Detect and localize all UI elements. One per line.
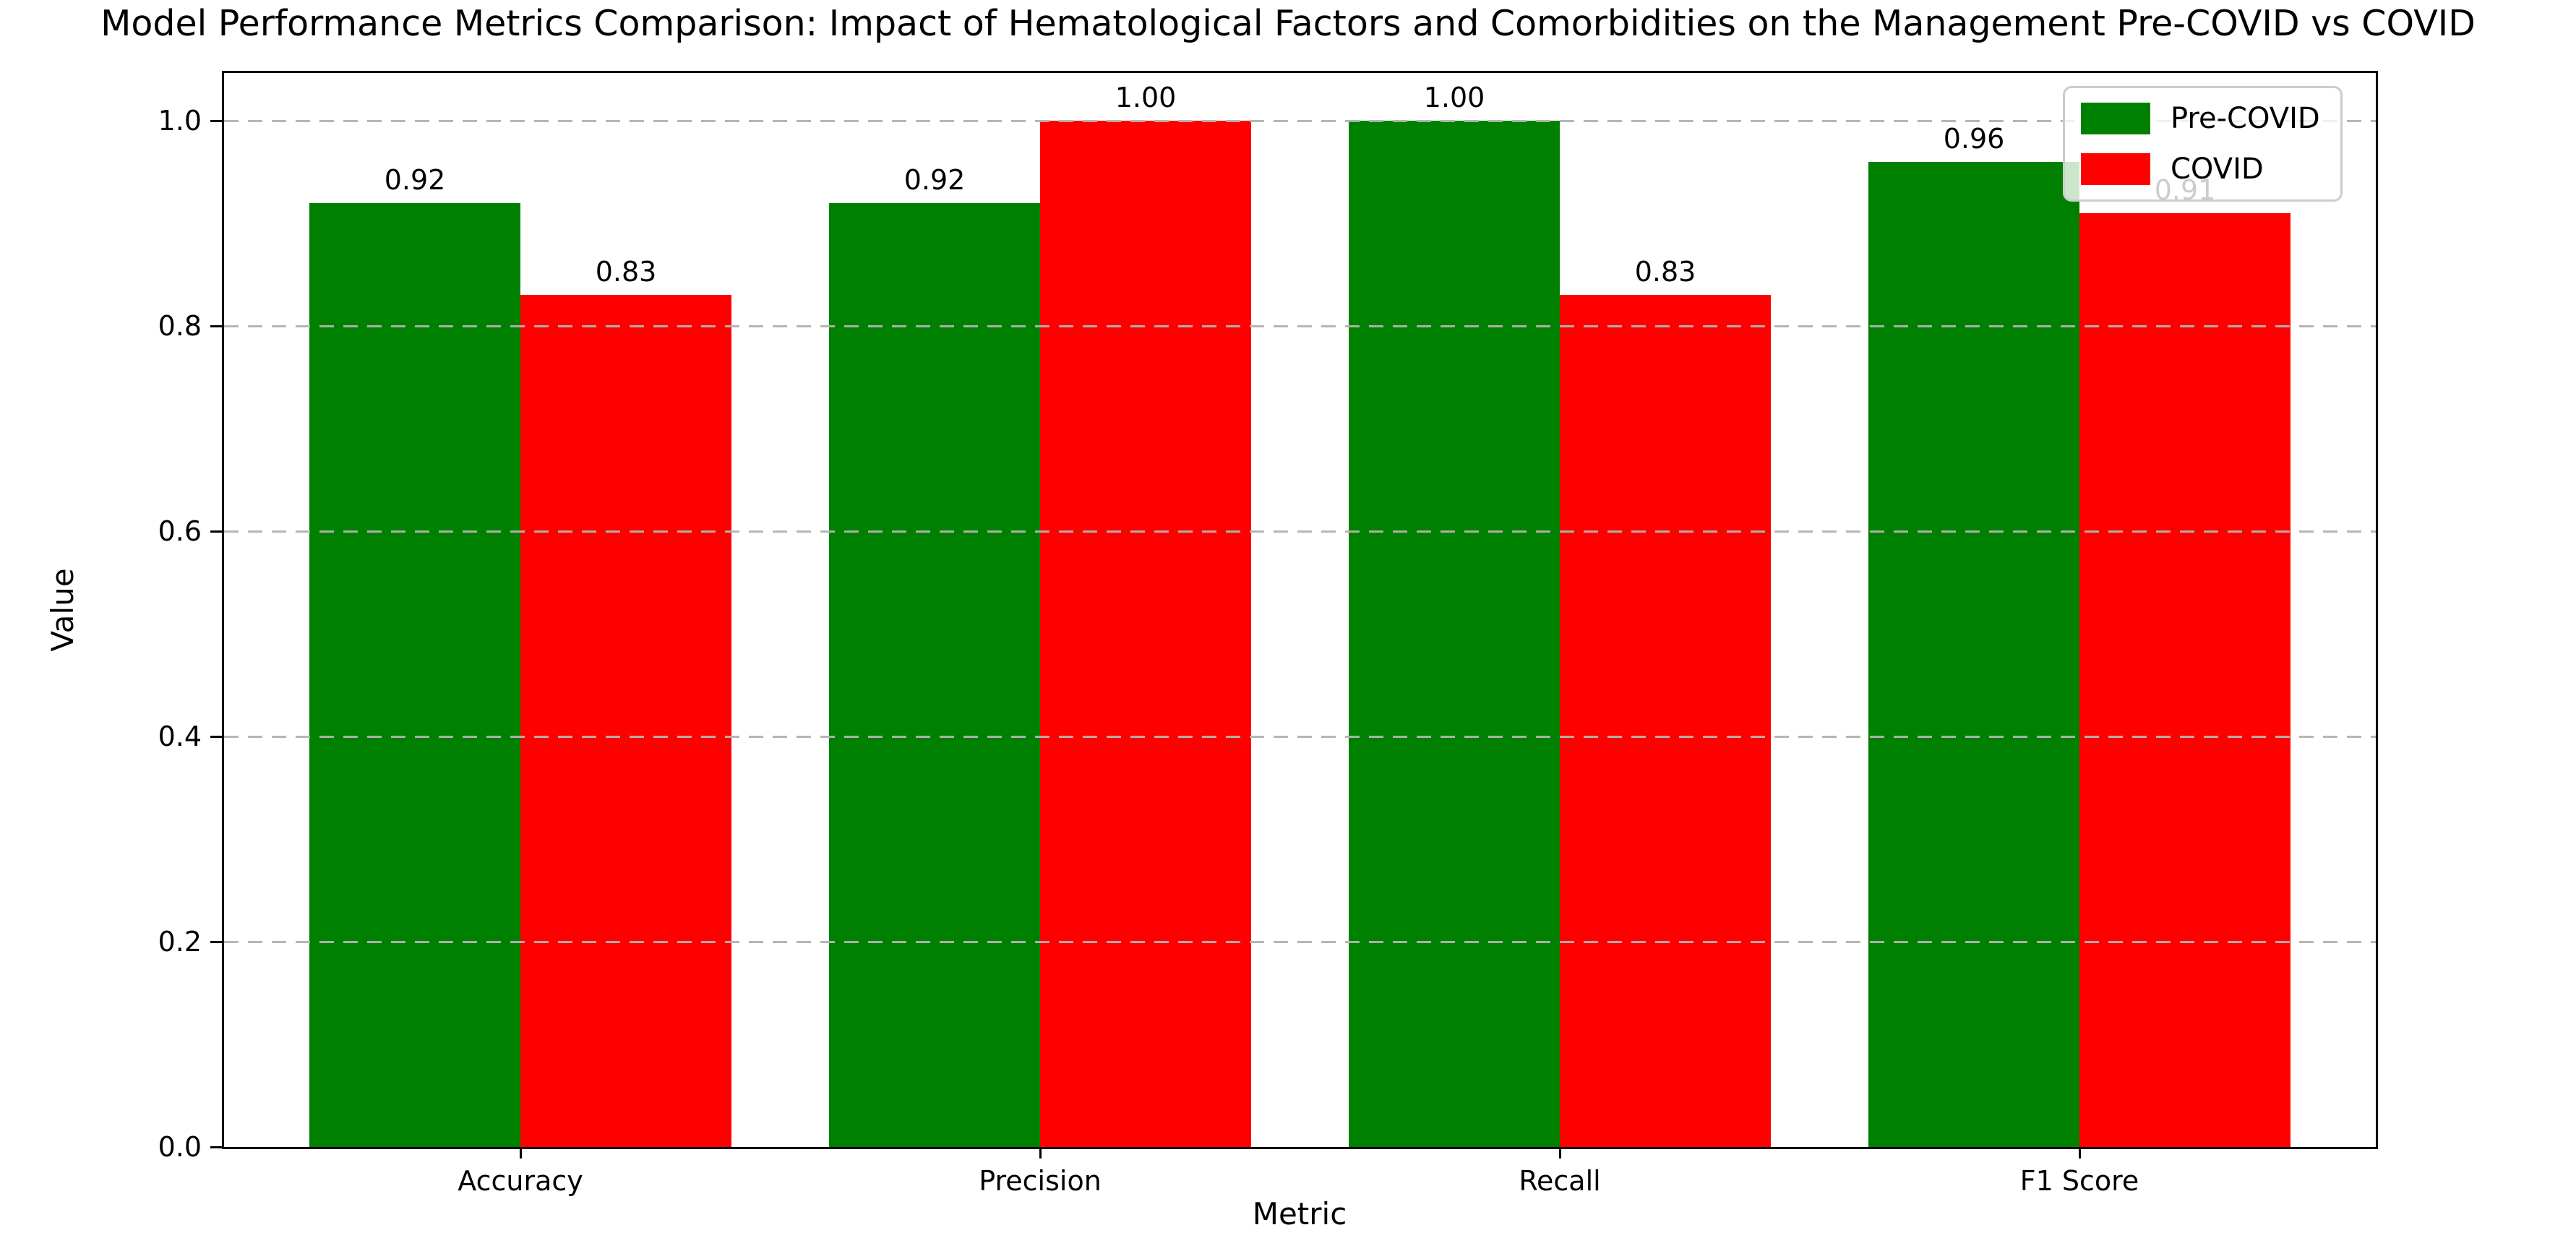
legend-swatch-covid	[2081, 153, 2150, 185]
bar-value-label: 0.92	[384, 163, 446, 196]
y-tick-label: 0.0	[158, 1131, 202, 1163]
y-tick-label: 0.8	[158, 310, 202, 342]
y-tick-label: 1.0	[158, 105, 202, 137]
gridline	[224, 941, 2376, 943]
bar-value-label: 0.83	[595, 256, 657, 288]
bar-value-label: 0.92	[903, 163, 966, 196]
legend-label: Pre-COVID	[2171, 102, 2320, 135]
x-tick-label: Precision	[979, 1165, 1102, 1197]
x-axis-label: Metric	[1252, 1196, 1347, 1231]
y-tick-mark	[210, 119, 222, 122]
x-tick-mark	[519, 1147, 522, 1159]
y-tick-label: 0.6	[158, 515, 202, 547]
bar-value-label: 0.96	[1943, 122, 2005, 155]
y-tick-mark	[210, 324, 222, 327]
y-axis-label: Value	[45, 568, 80, 652]
bar-covid-precision	[1040, 121, 1251, 1147]
chart-title: Model Performance Metrics Comparison: Im…	[100, 3, 2476, 44]
y-tick-mark	[210, 530, 222, 533]
bar-value-label: 0.83	[1634, 256, 1696, 288]
x-tick-label: Recall	[1519, 1165, 1601, 1197]
bar-value-label: 1.00	[1115, 82, 1177, 113]
bar-pre-covid-f1-score	[1868, 161, 2079, 1147]
bar-pre-covid-accuracy	[309, 202, 520, 1147]
y-tick-mark	[210, 735, 222, 738]
legend-row: Pre-COVID	[2081, 103, 2320, 134]
y-tick-mark	[210, 940, 222, 943]
x-tick-label: Accuracy	[458, 1165, 583, 1197]
bar-covid-f1-score	[2079, 212, 2291, 1147]
bar-covid-recall	[1560, 295, 1771, 1147]
gridline	[224, 530, 2376, 533]
bar-pre-covid-precision	[829, 202, 1040, 1147]
x-tick-label: F1 Score	[2019, 1165, 2139, 1197]
y-tick-label: 0.4	[158, 721, 202, 752]
legend-swatch-pre-covid	[2081, 103, 2150, 134]
legend-label: COVID	[2171, 152, 2264, 186]
plot-area: 0.920.830.921.001.000.830.960.91	[222, 71, 2378, 1149]
gridline	[224, 325, 2376, 327]
legend-row: COVID	[2081, 153, 2320, 185]
gridline	[224, 736, 2376, 738]
bar-value-label: 1.00	[1423, 82, 1485, 113]
x-tick-mark	[2078, 1147, 2081, 1159]
legend: Pre-COVID COVID	[2063, 86, 2343, 202]
y-tick-mark	[210, 1145, 222, 1148]
bar-covid-accuracy	[520, 295, 731, 1147]
gridline	[224, 120, 2376, 122]
bar-pre-covid-recall	[1349, 121, 1560, 1147]
x-tick-mark	[1558, 1147, 1561, 1159]
y-tick-label: 0.2	[158, 926, 202, 958]
x-tick-mark	[1039, 1147, 1042, 1159]
